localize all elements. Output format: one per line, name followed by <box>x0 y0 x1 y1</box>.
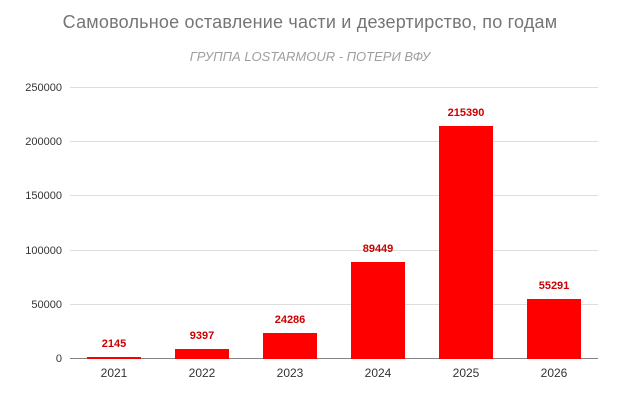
y-axis-tick-label: 50000 <box>31 298 62 311</box>
bar-slot: 2145 <box>70 88 158 359</box>
bar-2021 <box>87 356 141 359</box>
bar-slot: 55291 <box>510 88 598 359</box>
bar-2024 <box>351 262 405 359</box>
y-gridline <box>70 87 598 88</box>
x-axis-tick-label: 2024 <box>364 366 392 380</box>
x-axis-tick-label: 2021 <box>100 366 128 380</box>
y-axis-tick-label: 200000 <box>25 136 62 149</box>
y-gridline <box>70 249 598 251</box>
bar-2022 <box>175 348 229 359</box>
x-axis-tick-label: 2025 <box>452 366 480 380</box>
bar-value-label: 89449 <box>362 243 394 256</box>
y-gridline <box>70 195 598 197</box>
bar-value-label: 55291 <box>538 280 570 293</box>
bar-value-label: 2145 <box>101 337 127 350</box>
bar-slot: 89449 <box>334 88 422 359</box>
bar-value-label: 24286 <box>274 313 306 326</box>
bar-2023 <box>263 332 317 359</box>
y-gridline <box>70 141 598 143</box>
y-axis-tick-label: 100000 <box>25 244 62 257</box>
y-axis-tick-label: 150000 <box>25 190 62 203</box>
x-axis-line <box>70 358 598 359</box>
chart-subtitle: ГРУППА LOSTARMOUR - ПОТЕРИ ВФУ <box>189 49 431 64</box>
y-axis-tick-label: 0 <box>55 353 62 365</box>
bar-slot: 215390 <box>422 88 510 359</box>
bar-value-label: 215390 <box>447 106 485 119</box>
x-axis-tick-label: 2022 <box>188 366 216 380</box>
bar-slot: 24286 <box>246 88 334 359</box>
y-axis-tick-label: 250000 <box>25 82 62 94</box>
y-gridline <box>70 303 598 305</box>
bar-slot: 9397 <box>158 88 246 359</box>
x-axis-tick-label: 2026 <box>540 366 568 380</box>
bar-2026 <box>527 299 581 359</box>
x-axis-tick-label: 2023 <box>276 366 304 380</box>
bar-2025 <box>439 125 493 359</box>
bar-value-label: 9397 <box>189 329 215 342</box>
plot-area: 0 50000 100000 150000 200000 250000 2145 9397 24… <box>25 82 598 365</box>
chart-title: Самовольное оставление части и дезертирс… <box>62 12 558 32</box>
